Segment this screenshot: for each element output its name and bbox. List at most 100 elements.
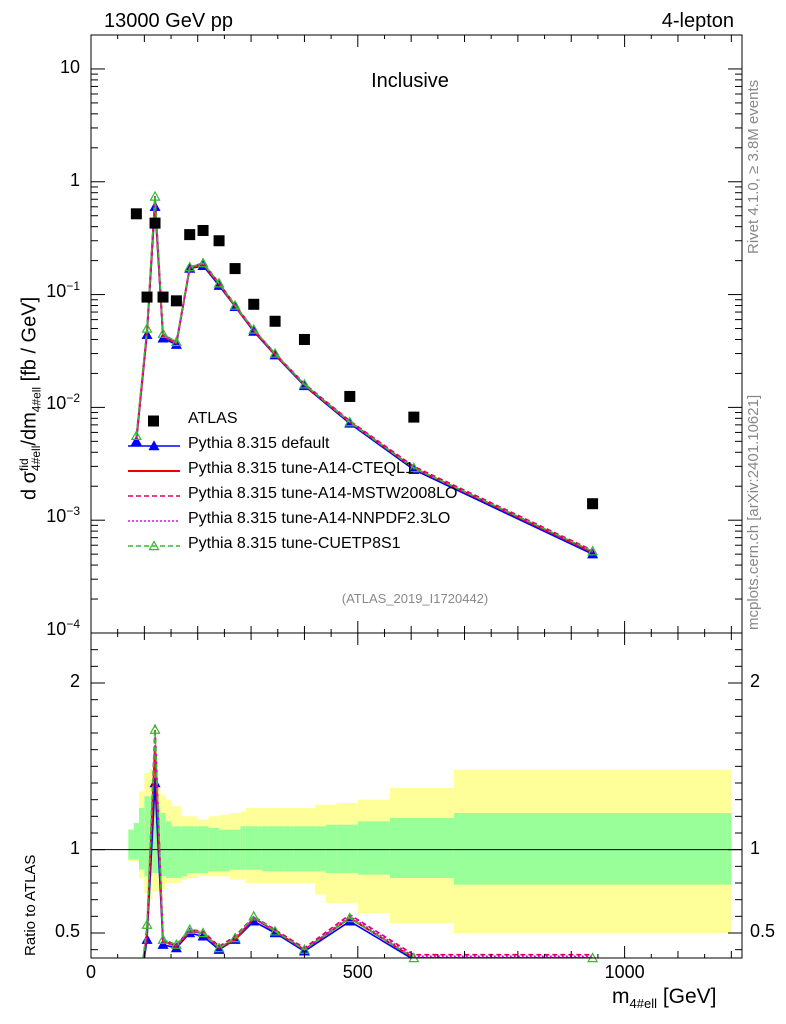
atlas-point: [587, 498, 599, 510]
ratio-series-group: [141, 723, 599, 963]
ratio-marker-4: [170, 938, 182, 949]
atlas-point: [197, 224, 209, 236]
x-axis-label: m4#ell [GeV]: [612, 985, 717, 1012]
band-inner: [240, 826, 246, 870]
atlas-point: [157, 291, 169, 303]
atlas-data-points: [130, 208, 599, 510]
atlas-point: [149, 217, 161, 229]
ratio-marker-0: [170, 942, 182, 953]
y-tick-label: 1: [69, 169, 80, 190]
y-tick-label: 10−1: [46, 278, 80, 301]
band-inner: [128, 829, 134, 860]
series-marker-4: [344, 416, 356, 427]
ratio-marker-4: [141, 918, 153, 929]
series-marker-4: [130, 430, 142, 440]
atlas-point: [298, 333, 310, 345]
rivet-label: Rivet 4.1.0, ≥ 3.8M events: [745, 79, 762, 254]
ratio-tick-label-left: 1: [69, 837, 80, 858]
series-marker-4: [213, 277, 225, 288]
main-series-group: [130, 190, 599, 559]
ratio-marker-4: [149, 723, 161, 734]
band-inner: [171, 826, 182, 878]
header-right: 4-lepton: [661, 10, 734, 32]
x-tick-label: 1000: [604, 962, 645, 982]
atlas-point: [269, 315, 281, 327]
series-marker-4: [149, 190, 161, 201]
series-marker-4: [269, 347, 281, 358]
band-inner: [144, 796, 150, 877]
ratio-line-4: [142, 729, 593, 958]
legend-atlas-marker: [148, 415, 159, 427]
ratio-marker-4: [269, 925, 281, 936]
series-marker-4: [141, 322, 153, 333]
series-marker-4: [587, 545, 599, 556]
band-inner: [267, 826, 284, 872]
ratio-marker-0: [344, 915, 356, 926]
band-inner: [152, 806, 158, 873]
band-inner: [245, 826, 262, 870]
band-inner: [315, 826, 326, 872]
series-line-4: [135, 196, 593, 553]
series-marker-4: [408, 462, 420, 473]
legend-label-2: Pythia 8.315 tune-A14-MSTW2008LO: [188, 485, 458, 502]
band-inner: [283, 826, 294, 872]
atlas-point: [408, 411, 420, 423]
legend-label-0: Pythia 8.315 default: [188, 435, 330, 452]
series-marker-4: [229, 299, 241, 310]
band-inner: [181, 826, 188, 877]
ratio-plot-frame: [90, 632, 743, 959]
band-inner: [336, 824, 358, 873]
band-inner: [261, 826, 268, 872]
atlas-point: [170, 295, 182, 307]
legend-marker-0: [148, 440, 160, 451]
band-inner: [293, 826, 316, 872]
atlas-point: [344, 390, 356, 402]
chart-title: Inclusive: [371, 70, 449, 92]
series-marker-0: [130, 435, 142, 446]
ratio-tick-label-left: 0.5: [54, 921, 80, 941]
ratio-marker-4: [213, 942, 225, 953]
y-tick-label: 10: [59, 56, 80, 77]
ratio-marker-4: [157, 933, 169, 944]
series-marker-4: [197, 257, 209, 268]
analysis-label: (ATLAS_2019_I1720442): [341, 591, 489, 606]
y-tick-label: 10−3: [46, 504, 80, 527]
ratio-tick-label-left: 2: [69, 671, 80, 691]
mcplots-label: mcplots.cern.ch [arXiv:2401.10621]: [745, 394, 762, 630]
band-inner: [357, 821, 390, 875]
series-marker-4: [170, 336, 182, 347]
legend-label-4: Pythia 8.315 tune-CUETP8S1: [188, 535, 401, 552]
ratio-marker-0: [157, 938, 169, 949]
axes-frames: [90, 34, 743, 959]
band-inner: [133, 823, 140, 860]
atlas-point: [248, 298, 260, 310]
x-tick-label: 500: [342, 962, 373, 982]
ratio-line-3: [142, 736, 593, 958]
band-inner: [389, 818, 454, 878]
band-inner: [160, 813, 166, 877]
legend-atlas-label: ATLAS: [188, 410, 238, 427]
series-marker-4: [184, 261, 196, 272]
band-inner: [139, 808, 145, 870]
ratio-marker-4: [184, 923, 196, 934]
legend-label-1: Pythia 8.315 tune-A14-CTEQL1: [188, 460, 414, 477]
atlas-point: [184, 229, 196, 241]
ratio-marker-4: [248, 910, 260, 921]
y-tick-label: 10−2: [46, 391, 80, 414]
atlas-point: [213, 235, 225, 247]
x-tick-label: 0: [85, 962, 96, 982]
legend: [128, 415, 180, 551]
ratio-tick-label-right: 2: [750, 671, 761, 691]
ratio-marker-4: [197, 927, 209, 938]
ratio-bands: [128, 769, 732, 933]
series-marker-4: [298, 378, 310, 389]
atlas-point: [130, 208, 142, 220]
band-inner: [219, 829, 230, 872]
series-marker-0: [587, 548, 599, 559]
atlas-point: [141, 291, 153, 303]
legend-marker-4: [148, 540, 160, 551]
ratio-tick-label-right: 1: [750, 837, 761, 858]
y-tick-label: 10−4: [46, 617, 80, 639]
legend-label-3: Pythia 8.315 tune-A14-NNPDF2.3LO: [188, 510, 451, 527]
